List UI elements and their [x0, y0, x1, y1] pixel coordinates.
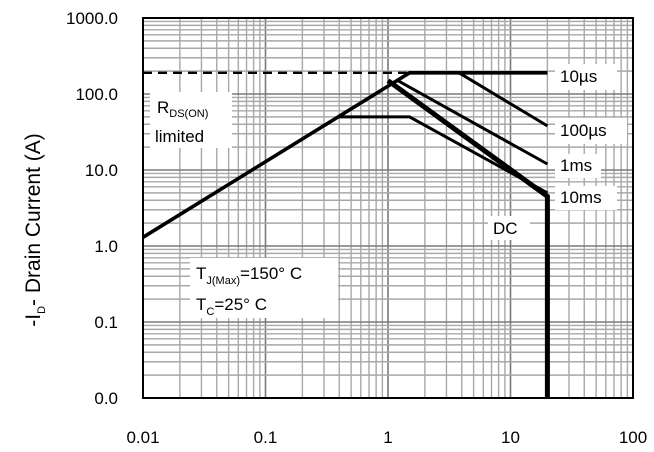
tj-tc-label-box	[190, 258, 338, 318]
label-boxes	[150, 64, 627, 318]
chart-curves	[142, 71, 550, 398]
label-box-100us	[555, 118, 627, 144]
label-box-10ms	[555, 186, 617, 210]
y-tick-label: 0.1	[94, 313, 118, 332]
y-tick-label: 100.0	[75, 85, 118, 104]
series-label-1ms: 1ms	[560, 156, 592, 175]
series-label-dc: DC	[493, 219, 518, 238]
x-tick-label: 0.01	[126, 428, 159, 447]
x-tick-label: 0.1	[254, 428, 278, 447]
y-axis-label: -ID- Drain Current (A)	[22, 133, 48, 326]
rds-label-box	[150, 92, 232, 148]
rds-on-label: RDS(ON)	[157, 98, 208, 120]
series-dc	[386, 78, 550, 398]
y-tick-label: 1.0	[94, 237, 118, 256]
series-100us	[409, 71, 549, 128]
tc-label: TC=25° C	[196, 295, 267, 318]
y-tick-label: 1000.0	[66, 9, 118, 28]
label-box-1ms	[555, 154, 601, 178]
rds-limited-label: limited	[155, 127, 204, 146]
label-box-dc	[488, 216, 530, 240]
series-label-10ms: 10ms	[560, 188, 602, 207]
x-tick-label: 10	[501, 428, 520, 447]
x-tick-label: 100	[619, 428, 647, 447]
series-label-100us: 100µs	[560, 121, 607, 140]
label-box-10us	[555, 64, 617, 90]
y-tick-label: 10.0	[85, 161, 118, 180]
tj-max-label: TJ(Max)=150° C	[196, 264, 302, 287]
plot-frame	[142, 17, 634, 399]
series-label-10us: 10µs	[560, 67, 597, 86]
y-tick-label: 0.0	[94, 389, 118, 408]
series-1ms	[396, 79, 549, 166]
x-tick-label: 1	[383, 428, 392, 447]
series-10ms	[339, 115, 549, 195]
